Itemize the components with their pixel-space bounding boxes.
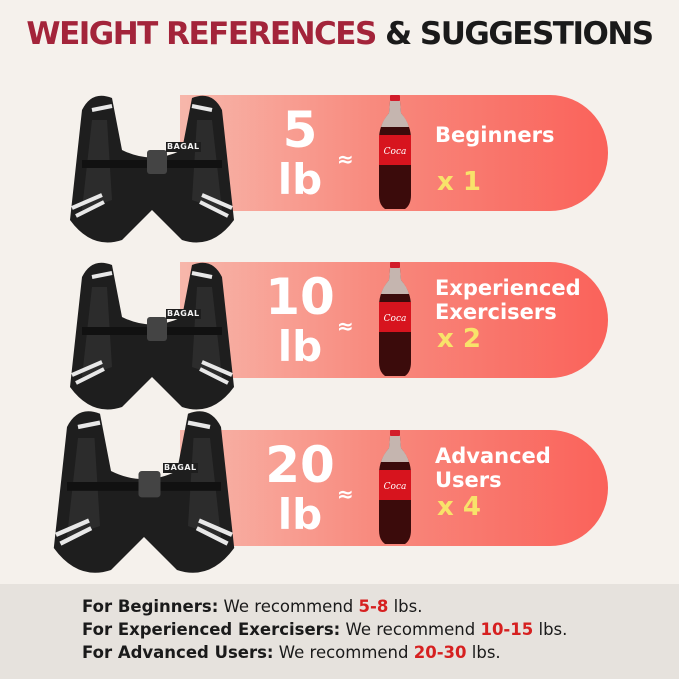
- recommendation-line: For Advanced Users: We recommend 20-30 l…: [82, 643, 501, 662]
- weight-row: BAGAL 20 lb ≈ Coca Advanced Users x 4: [0, 411, 679, 573]
- cola-bottle-image: Coca: [375, 262, 415, 384]
- weight-value: 10 lb: [265, 268, 335, 371]
- title-part2: & SUGGESTIONS: [385, 16, 654, 52]
- vest-brand-label: BAGAL: [166, 309, 201, 319]
- bottle-multiplier: x 2: [437, 324, 481, 354]
- weight-row: BAGAL 5 lb ≈ Coca Beginners x 1: [0, 95, 679, 243]
- svg-text:Coca: Coca: [384, 147, 407, 157]
- recommendations-panel: For Beginners: We recommend 5-8 lbs. For …: [0, 584, 679, 679]
- weight-vest-image: BAGAL: [45, 405, 243, 596]
- recommendation-line: For Beginners: We recommend 5-8 lbs.: [82, 597, 423, 616]
- weight-vest-image: BAGAL: [62, 257, 242, 431]
- user-level-label: Advanced Users: [435, 444, 551, 492]
- weight-value: 20 lb: [265, 436, 335, 539]
- title-part1: WEIGHT REFERENCES: [26, 16, 377, 52]
- cola-bottle-image: Coca: [375, 95, 415, 217]
- svg-text:Coca: Coca: [384, 314, 407, 324]
- weight-value: 5 lb: [277, 101, 323, 204]
- bottle-multiplier: x 1: [437, 167, 481, 197]
- cola-bottle-image: Coca: [375, 430, 415, 552]
- bottle-multiplier: x 4: [437, 492, 481, 522]
- weight-vest-image: BAGAL: [62, 90, 242, 264]
- vest-brand-label: BAGAL: [163, 463, 198, 473]
- recommendation-line: For Experienced Exercisers: We recommend…: [82, 620, 568, 639]
- approx-symbol: ≈: [337, 482, 354, 506]
- approx-symbol: ≈: [337, 314, 354, 338]
- user-level-label: Experienced Exercisers: [435, 276, 581, 324]
- vest-brand-label: BAGAL: [166, 142, 201, 152]
- page-title: WEIGHT REFERENCES & SUGGESTIONS: [0, 16, 679, 52]
- weight-row: BAGAL 10 lb ≈ Coca Experienced Exercisers …: [0, 262, 679, 410]
- user-level-label: Beginners: [435, 123, 555, 147]
- approx-symbol: ≈: [337, 147, 354, 171]
- svg-text:Coca: Coca: [384, 482, 407, 492]
